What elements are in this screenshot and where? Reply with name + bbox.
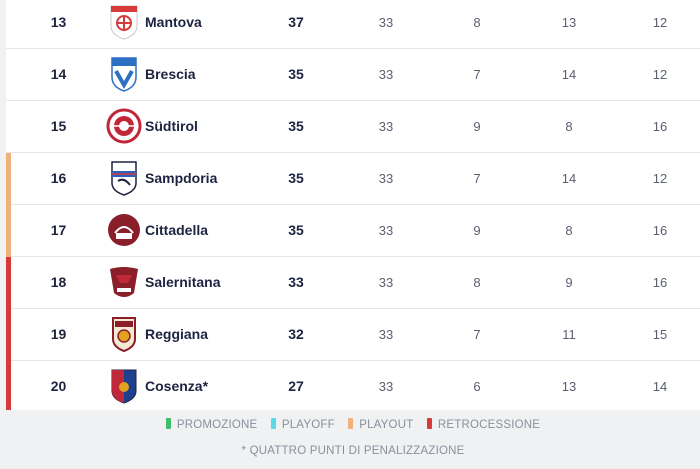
stat-col-c: 12 [652, 67, 668, 82]
stat-col-b: 9 [565, 275, 573, 290]
stat-col-b: 13 [561, 15, 577, 30]
stat-col-b: 8 [565, 119, 573, 134]
zone-bar [6, 0, 11, 49]
played: 33 [378, 119, 394, 134]
points: 32 [288, 326, 304, 342]
points: 35 [288, 222, 304, 238]
zone-bar [6, 101, 11, 153]
played: 33 [378, 379, 394, 394]
position: 16 [50, 170, 67, 186]
played: 33 [378, 15, 394, 30]
stat-col-a: 8 [473, 15, 481, 30]
stat-col-a: 7 [473, 67, 481, 82]
table-row[interactable]: 14 Brescia 35 33 7 14 12 [6, 49, 700, 101]
stat-col-c: 14 [652, 379, 668, 394]
penalty-note: * QUATTRO PUNTI DI PENALIZZAZIONE [241, 445, 465, 457]
legend-promozione: PROMOZIONE [165, 418, 258, 431]
position: 13 [50, 14, 67, 30]
team-name[interactable]: Cittadella [145, 222, 209, 238]
stat-col-c: 12 [652, 171, 668, 186]
played: 33 [378, 171, 394, 186]
position: 14 [50, 66, 67, 82]
playoff-swatch [270, 418, 276, 429]
position: 17 [50, 222, 67, 238]
table-row[interactable]: 13 Mantova 37 33 8 13 12 [6, 0, 700, 49]
zone-bar [6, 153, 11, 205]
played: 33 [378, 275, 394, 290]
cittadella-logo [108, 214, 140, 246]
stat-col-c: 16 [652, 119, 668, 134]
stat-col-a: 9 [473, 223, 481, 238]
legend: PROMOZIONE PLAYOFF PLAYOUT RETROCESSIONE [6, 418, 700, 431]
played: 33 [378, 67, 394, 82]
stat-col-b: 14 [561, 171, 577, 186]
position: 19 [50, 326, 67, 342]
table-row[interactable]: 17 Cittadella 35 33 9 8 16 [6, 205, 700, 257]
legend-playoff: PLAYOFF [270, 418, 335, 431]
mantova-logo [110, 5, 138, 40]
table-row[interactable]: 16 Sampdoria 35 33 7 14 12 [6, 153, 700, 205]
zone-bar [6, 205, 11, 257]
promozione-swatch [165, 418, 171, 429]
table-row[interactable]: 20 Cosenza* 27 33 6 13 14 [6, 361, 700, 413]
played: 33 [378, 223, 394, 238]
team-name[interactable]: Cosenza* [145, 378, 209, 394]
position: 20 [50, 378, 67, 394]
zone-bar [6, 49, 11, 101]
table-row[interactable]: 18 Salernitana 33 33 8 9 16 [6, 257, 700, 309]
team-name[interactable]: Salernitana [145, 274, 221, 290]
stat-col-b: 11 [562, 327, 576, 342]
points: 35 [288, 66, 304, 82]
salernitana-logo [110, 267, 138, 297]
team-name[interactable]: Südtirol [145, 118, 198, 134]
stat-col-a: 9 [473, 119, 481, 134]
stat-col-b: 13 [561, 379, 577, 394]
stat-col-b: 14 [561, 67, 577, 82]
sampdoria-logo [111, 161, 137, 196]
team-name[interactable]: Brescia [145, 66, 196, 82]
points: 27 [288, 378, 304, 394]
reggiana-logo [112, 317, 136, 353]
stat-col-a: 8 [473, 275, 481, 290]
points: 33 [288, 274, 304, 290]
stat-col-a: 6 [473, 379, 481, 394]
stat-col-a: 7 [473, 327, 481, 342]
brescia-logo [111, 57, 137, 92]
team-name[interactable]: Mantova [145, 14, 202, 30]
team-name[interactable]: Reggiana [145, 326, 209, 342]
legend-retrocessione: RETROCESSIONE [426, 418, 540, 431]
zone-bar [6, 257, 11, 309]
zone-bar [6, 309, 11, 361]
cosenza-logo [111, 369, 137, 404]
stat-col-c: 12 [652, 15, 668, 30]
legend-playout: PLAYOUT [348, 418, 413, 431]
table-row[interactable]: 15 Südtirol 35 33 9 8 16 [6, 101, 700, 153]
retrocessione-swatch [426, 418, 432, 429]
played: 33 [378, 327, 394, 342]
stat-col-c: 15 [652, 327, 668, 342]
team-name[interactable]: Sampdoria [145, 170, 218, 186]
table-footer: PROMOZIONE PLAYOFF PLAYOUT RETROCESSIONE… [6, 410, 700, 469]
zone-bar [6, 361, 11, 413]
position: 15 [50, 118, 67, 134]
sudtirol-logo [106, 108, 142, 144]
position: 18 [50, 274, 67, 290]
points: 35 [288, 118, 304, 134]
table-row[interactable]: 19 Reggiana 32 33 7 11 15 [6, 309, 700, 361]
stat-col-b: 8 [565, 223, 573, 238]
standings-table: 13 Mantova 37 33 8 13 12 14 Brescia 35 3… [6, 0, 700, 413]
points: 35 [288, 170, 304, 186]
playout-swatch [348, 418, 354, 429]
stat-col-c: 16 [652, 275, 668, 290]
stat-col-c: 16 [652, 223, 668, 238]
stat-col-a: 7 [473, 171, 481, 186]
points: 37 [288, 14, 304, 30]
